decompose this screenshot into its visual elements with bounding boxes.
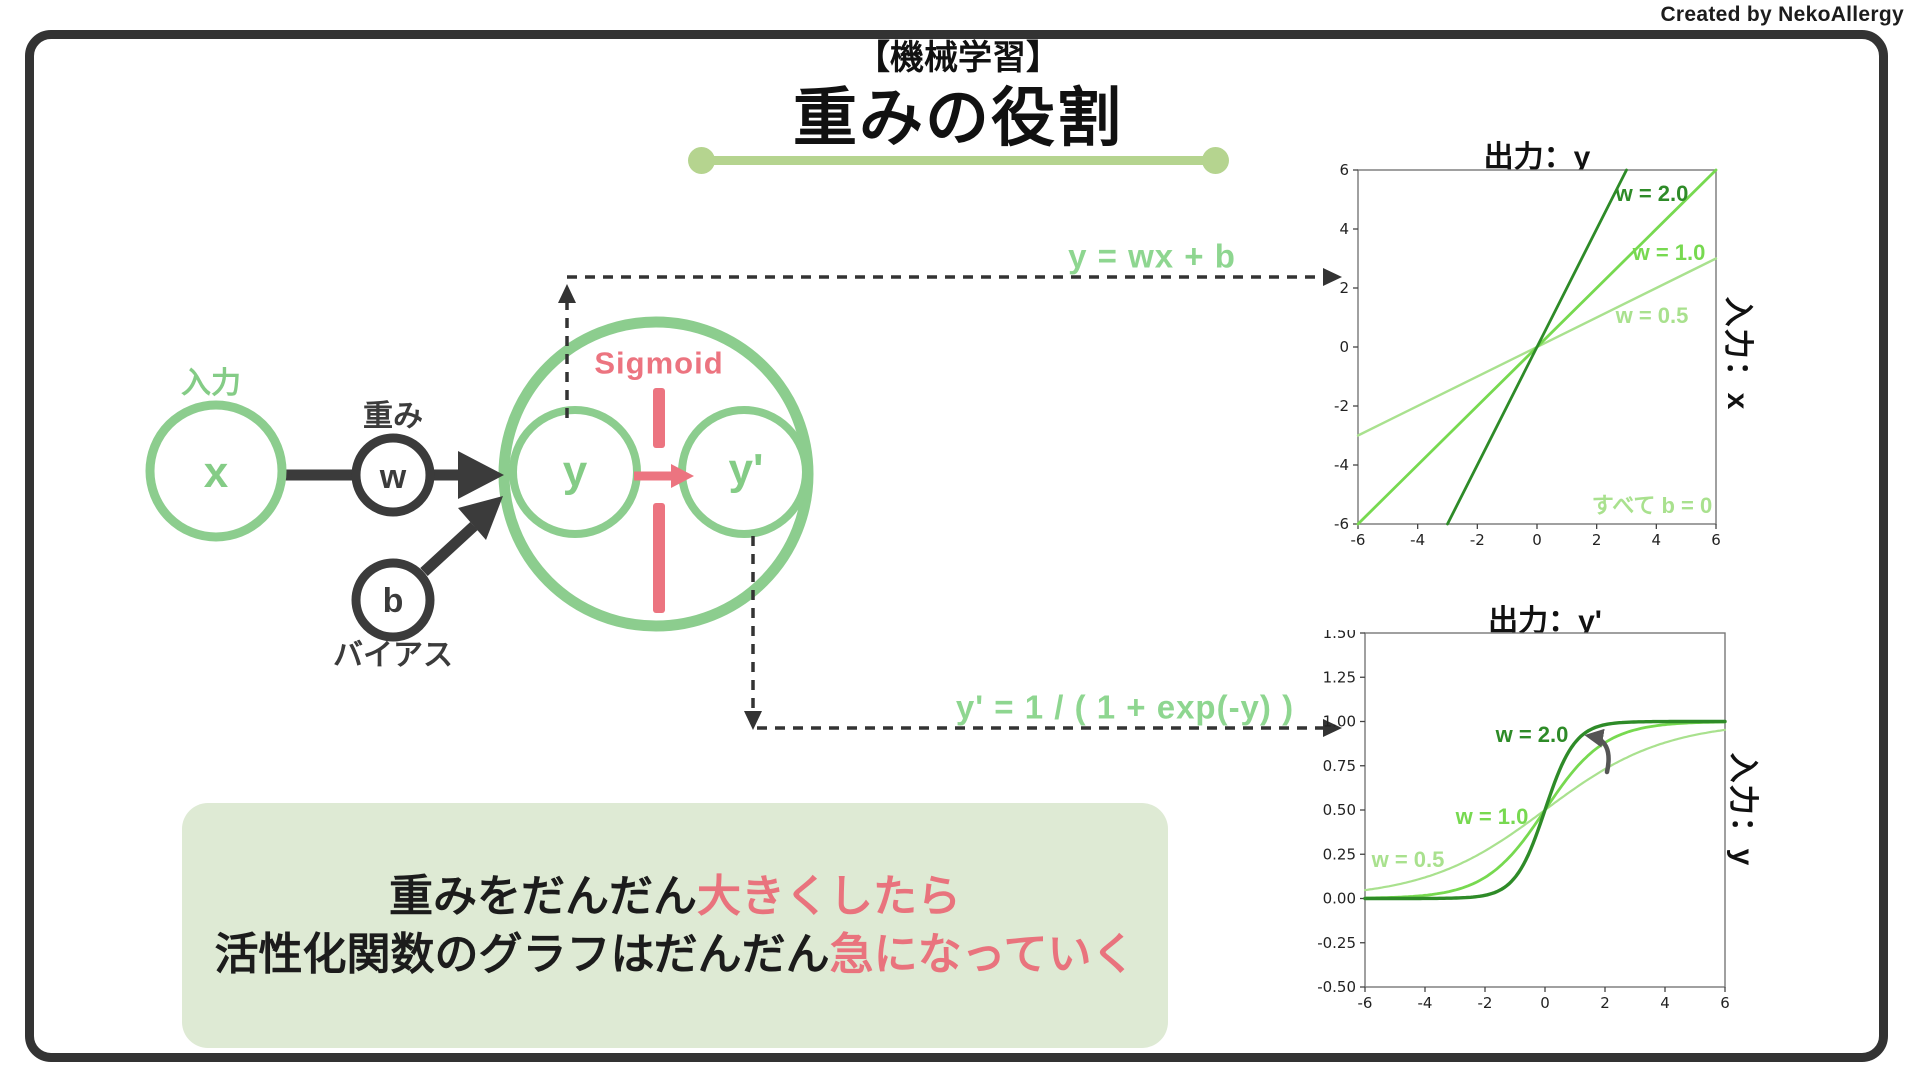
- output-y-prime-plot: -6 -4 -2 0 2 4 6 1.50 1.25 1.00 0.75 0.50 0.25 0.00 -0…: [1317, 630, 1730, 1012]
- slide-border: [25, 30, 1888, 1062]
- x-tick-label: -2: [1478, 994, 1493, 1012]
- y-tick-label: 6: [1339, 162, 1349, 179]
- y-tick-label: -0.25: [1317, 934, 1356, 952]
- activation-arrow: [634, 464, 694, 488]
- series-label-w1: w = 1.0: [1455, 804, 1529, 829]
- activation-divider: [653, 388, 665, 613]
- bias-arrow: [420, 496, 503, 577]
- y-tick-label: 0.00: [1323, 890, 1356, 908]
- y-tick-label: 1.50: [1323, 630, 1356, 642]
- post-activation-letter: y': [728, 445, 764, 494]
- input-x-axis-label: 入力：x: [1721, 296, 1754, 412]
- y-tick-label: -2: [1334, 397, 1349, 415]
- y-tick-label: 1.00: [1323, 713, 1356, 731]
- underline-dot-right: [1202, 147, 1229, 174]
- input-node-circle: [145, 400, 287, 542]
- weight-node-circle: [351, 433, 435, 517]
- summary-note-box: 重みをだんだん大きくしたら 活性化関数のグラフはだんだん急になっていく: [182, 803, 1168, 1048]
- x-tick-label: -6: [1358, 994, 1373, 1012]
- credit-text: Created by NekoAllergy: [1660, 3, 1904, 26]
- activation-formula: y' = 1 / ( 1 + exp(-y) ): [955, 688, 1295, 726]
- x-tick-label: 4: [1652, 531, 1662, 549]
- bias-node-circle: [351, 558, 435, 642]
- activation-label: Sigmoid: [594, 345, 724, 381]
- note-line2-black: 活性化関数のグラフはだんだん: [214, 929, 830, 979]
- series-label-w05: w = 0.5: [1615, 303, 1689, 328]
- output-y-prime-chart: 出力：y' -6 -4 -2 0 2 4 6 1.50 1.25 1.00 0.75 0.50 0.25…: [1310, 588, 1790, 1053]
- bias-zero-annotation: すべて b = 0: [1591, 493, 1713, 518]
- bias-label: バイアス: [333, 639, 453, 672]
- series-line-w=2.0: [1446, 168, 1628, 526]
- linear-formula: y = wx + b: [1068, 237, 1236, 275]
- y-tick-label: -0.50: [1317, 978, 1356, 996]
- page-title: 重みの役割: [793, 82, 1123, 154]
- x-tick-label: 6: [1720, 994, 1730, 1012]
- steeper-arrow: [1584, 728, 1611, 775]
- y-tick-label: -4: [1334, 456, 1349, 474]
- output-y-chart-title: 出力：y: [1483, 141, 1591, 174]
- y-tick-label: -6: [1334, 515, 1349, 533]
- dashed-connector-y-prime: [744, 536, 1342, 737]
- y-tick-label: 0: [1339, 338, 1349, 356]
- series-label-w05: w = 0.5: [1371, 847, 1445, 872]
- x-tick-label: 2: [1592, 531, 1602, 549]
- output-y-chart: 出力：y -6 -4 -2 0 2 4 6 -6 -4 -2 0 2 4 6 w = 2.0 w = 1.…: [1310, 128, 1790, 573]
- note-line1-red: 大きくしたら: [697, 871, 961, 921]
- input-y-axis-label: 入力：y: [1726, 752, 1759, 868]
- y-tick-label: 1.25: [1323, 668, 1356, 686]
- x-tick-label: 6: [1711, 531, 1721, 549]
- note-line-2: 活性化関数のグラフはだんだん急になっていく: [214, 929, 1136, 979]
- series-label-w2: w = 2.0: [1615, 181, 1689, 206]
- x-tick-label: -4: [1418, 994, 1433, 1012]
- x-tick-label: 4: [1660, 994, 1670, 1012]
- weight-label: 重み: [363, 400, 423, 433]
- underline-dot-left: [688, 147, 715, 174]
- y-tick-label: 4: [1339, 220, 1349, 238]
- x-tick-label: -4: [1410, 531, 1425, 549]
- series-label-w1: w = 1.0: [1632, 240, 1706, 265]
- x-tick-label: -6: [1351, 531, 1366, 549]
- note-line-1: 重みをだんだん大きくしたら: [389, 871, 961, 921]
- y-tick-label: 2: [1339, 279, 1349, 297]
- y-tick-label: 0.75: [1323, 757, 1356, 775]
- y-tick-label: 0.25: [1323, 845, 1356, 863]
- x-tick-label: 2: [1600, 994, 1610, 1012]
- category-label: 【機械学習】: [856, 39, 1060, 77]
- bias-node-letter: b: [382, 582, 404, 620]
- input-node-letter: x: [203, 448, 229, 497]
- dashed-connector-y: [558, 268, 1342, 418]
- title-underline: [701, 156, 1215, 165]
- note-line1-black: 重みをだんだん: [389, 871, 697, 921]
- output-y-plot: -6 -4 -2 0 2 4 6 -6 -4 -2 0 2 4 6: [1334, 162, 1721, 549]
- x-tick-label: -2: [1470, 531, 1485, 549]
- x-tick-label: 0: [1532, 531, 1542, 549]
- pre-activation-letter: y: [562, 447, 588, 496]
- input-label: 入力: [181, 367, 241, 400]
- y-tick-label: 0.50: [1323, 801, 1356, 819]
- note-line2-red: 急になっていく: [829, 929, 1136, 979]
- series-line-w=2.0: [1363, 719, 1727, 901]
- weight-node-letter: w: [379, 458, 407, 496]
- x-tick-label: 0: [1540, 994, 1550, 1012]
- series-label-w2: w = 2.0: [1495, 722, 1569, 747]
